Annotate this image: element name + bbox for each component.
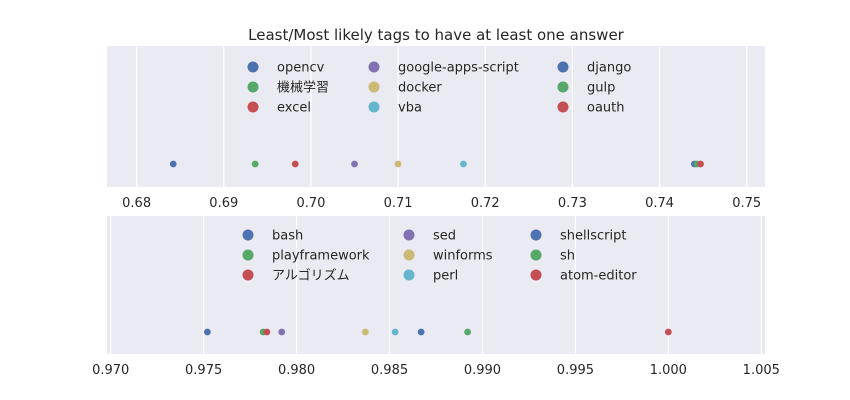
data-point [664,328,672,336]
x-tick-label: 0.75 [732,196,761,211]
x-tick-label: 0.70 [296,196,325,211]
legend-marker [368,101,380,113]
legend-label: playframework [272,249,370,264]
data-point [391,328,399,336]
legend-marker [403,249,415,261]
x-tick-label: 0.69 [209,196,238,211]
legend-label: sed [433,229,456,244]
chart-title: Least/Most likely tags to have at least … [248,26,625,44]
legend-label: winforms [433,249,493,264]
legend-label: perl [433,269,458,284]
data-point [460,160,467,168]
legend-label: excel [277,101,311,116]
data-point [278,328,286,336]
legend-marker [247,61,259,73]
legend-label: bash [272,229,303,244]
legend-marker [530,249,542,261]
legend-marker [247,81,259,93]
legend-marker [530,229,542,241]
x-tick-label: 0.995 [557,363,594,378]
legend-marker [557,101,569,113]
legend-label: sh [560,249,575,264]
data-point [464,328,471,336]
x-tick-label: 0.975 [185,363,222,378]
x-tick-label: 0.980 [278,363,315,378]
legend-marker [368,61,380,73]
legend-label: docker [398,81,442,96]
data-point [169,160,177,168]
legend-label: oauth [587,101,625,116]
legend-marker [557,81,569,93]
legend-marker [242,229,254,241]
legend-label: django [587,61,631,76]
bottom-panel: 0.970 0.975 0.980 0.985 0.990 0.995 1.000 1.005… [92,216,780,378]
legend-label: アルゴリズム [272,268,350,284]
legend-marker [247,101,259,113]
x-tick-label: 0.74 [645,196,674,211]
legend-label: opencv [277,61,325,76]
legend-marker [403,229,415,241]
data-point [697,160,704,168]
x-tick-label: 1.005 [743,363,780,378]
data-point [361,328,369,336]
x-tick-label: 0.72 [471,196,500,211]
legend-marker [557,61,569,73]
x-tick-label: 0.73 [558,196,587,211]
top-panel: 0.68 0.69 0.70 0.71 0.72 0.73 0.74 0.75 opencv 機械… [107,46,765,211]
legend-marker [242,269,254,281]
plot-area [107,46,765,187]
data-point [291,160,299,168]
data-point [394,160,402,168]
legend-marker [403,269,415,281]
x-tick-label: 0.985 [371,363,408,378]
data-point [351,160,358,168]
data-point [251,160,259,168]
legend-label: gulp [587,81,615,96]
x-tick-label: 0.970 [92,363,129,378]
x-tick-label: 1.000 [650,363,687,378]
legend-marker [530,269,542,281]
x-tick-label: 0.990 [464,363,501,378]
x-tick-label: 0.68 [122,196,151,211]
x-tick-label: 0.71 [384,196,413,211]
legend-label: shellscript [560,229,626,244]
plot-area [107,216,765,354]
legend-marker [242,249,254,261]
legend-label: vba [398,101,422,116]
data-point [203,328,211,336]
data-point [263,328,271,336]
legend-label: atom-editor [560,269,637,284]
legend-label: google-apps-script [398,61,519,76]
data-point [417,328,425,336]
legend-label: 機械学習 [277,80,329,96]
legend-marker [368,81,380,93]
